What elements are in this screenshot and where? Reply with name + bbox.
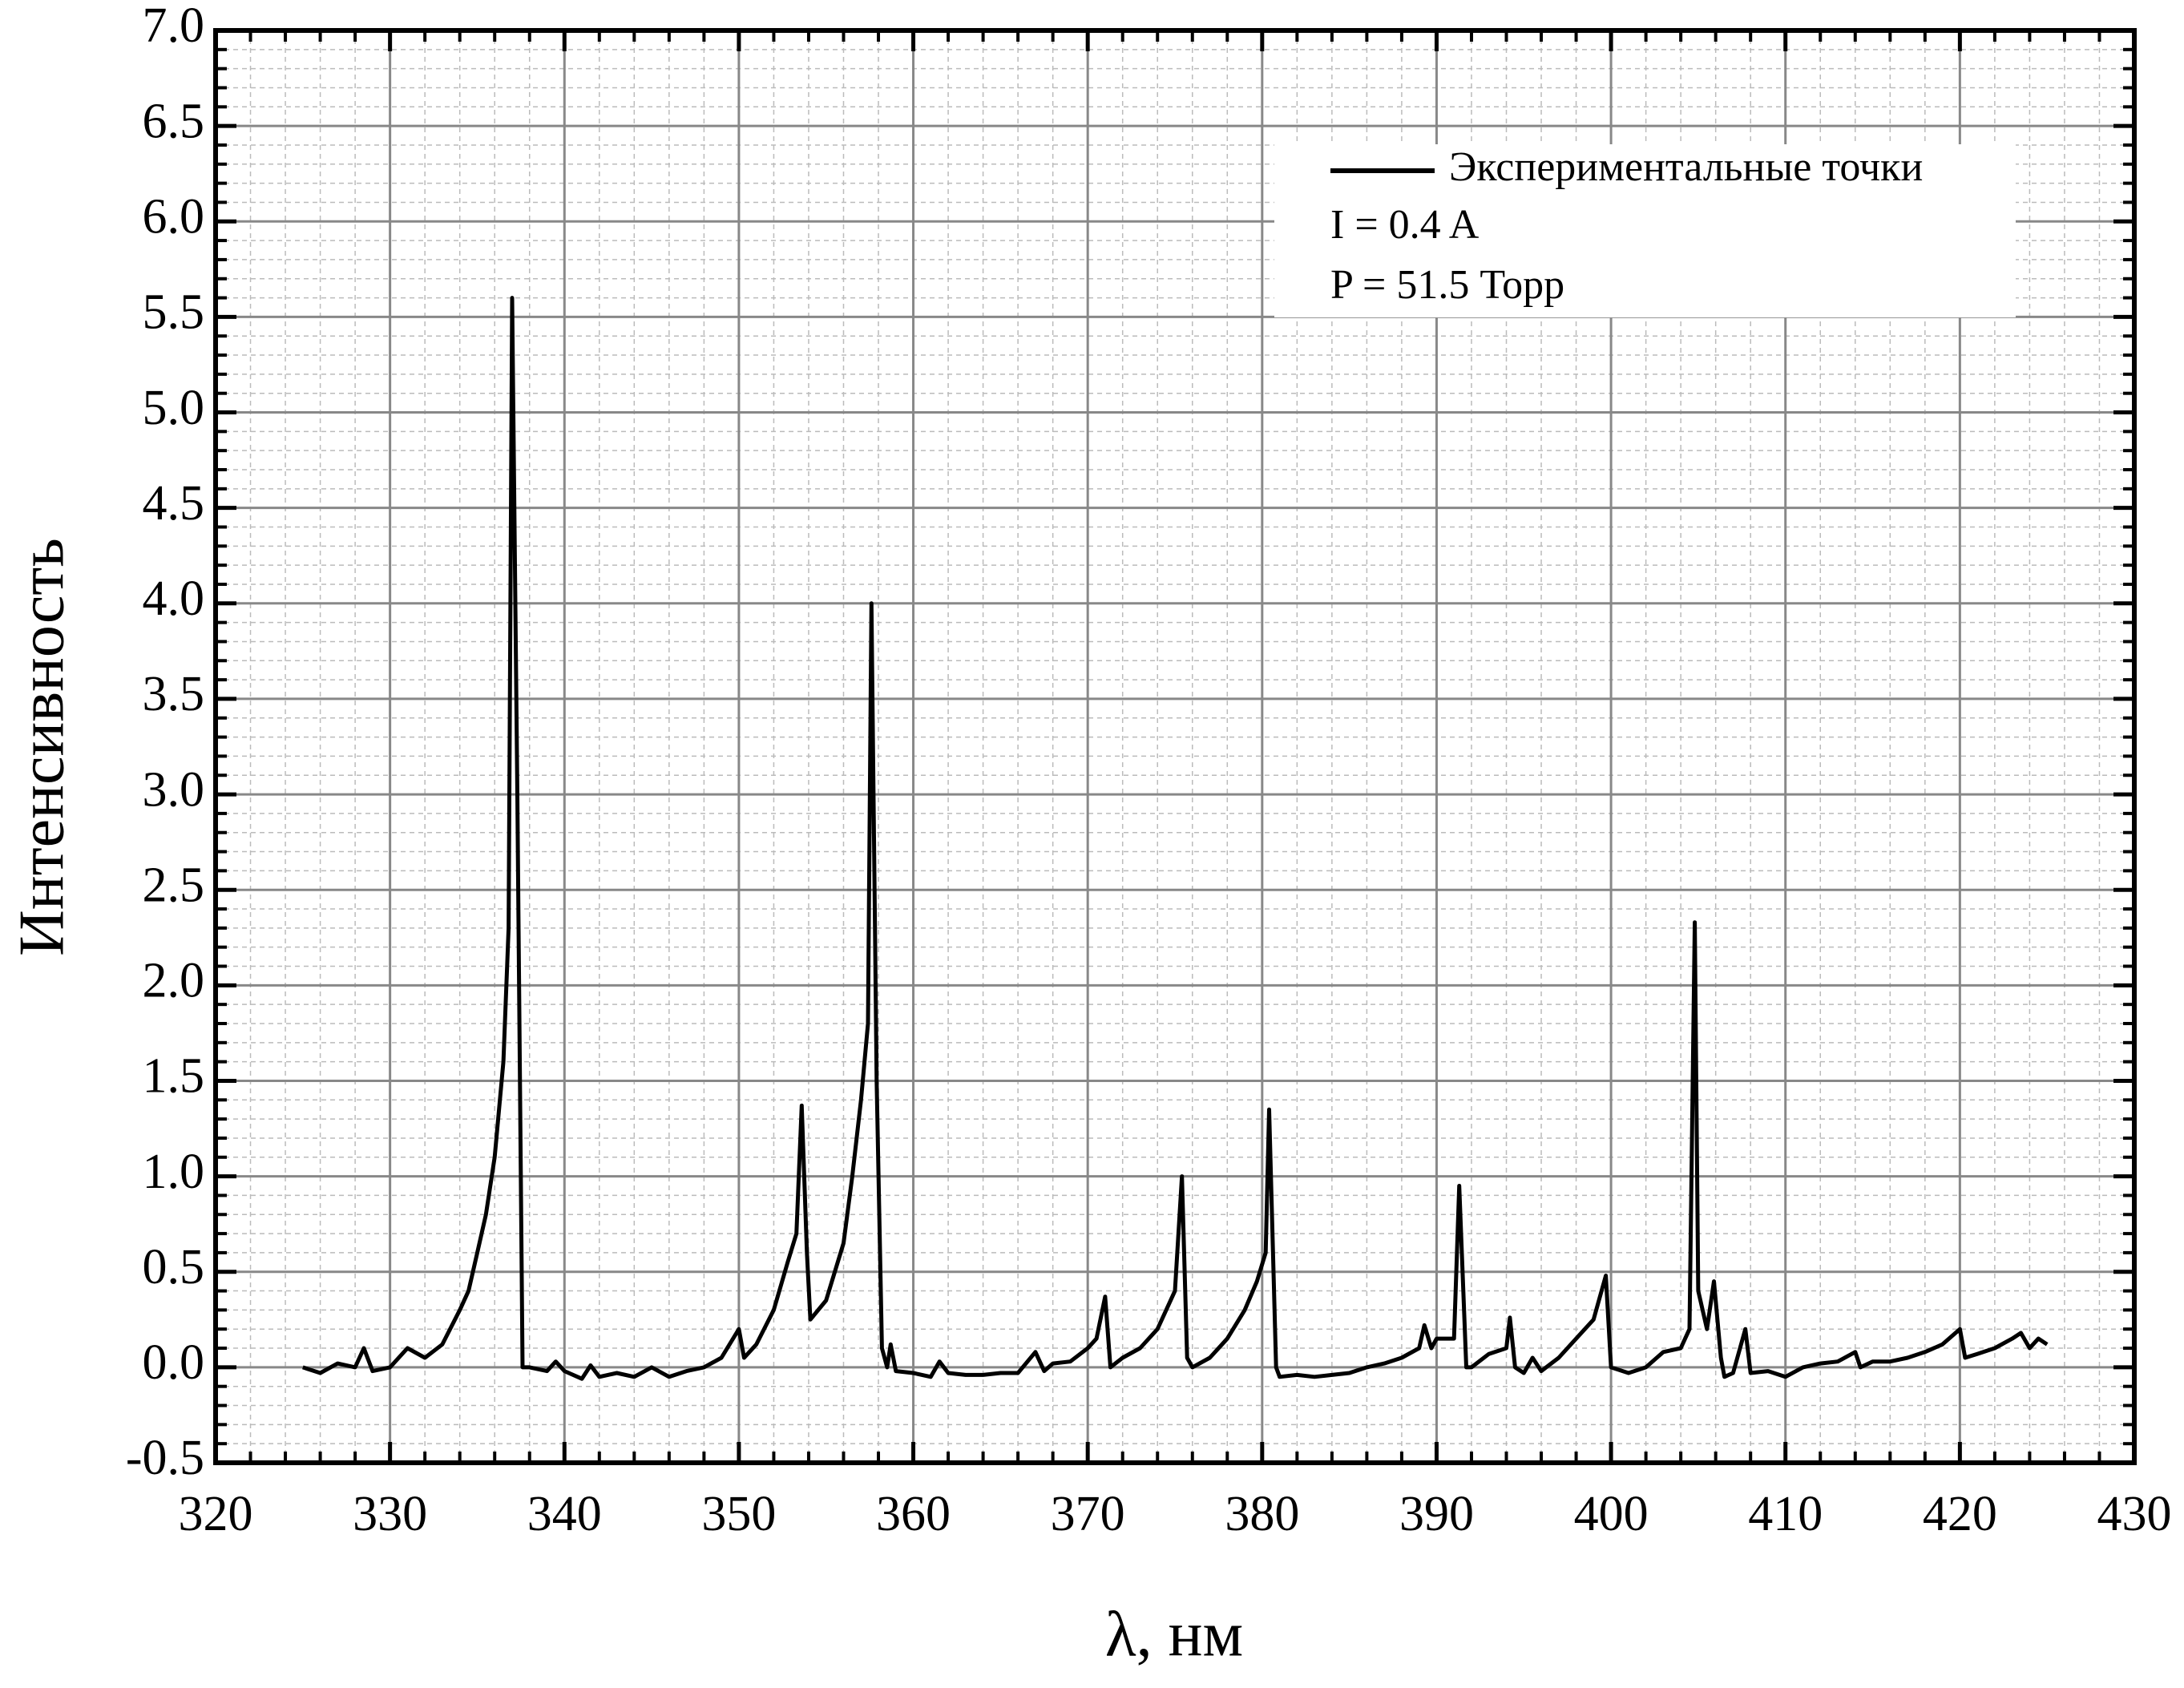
annotation: P = 51.5 Торр bbox=[1330, 262, 1564, 308]
y-tick-label: -0.5 bbox=[126, 1431, 204, 1485]
x-tick-label: 340 bbox=[527, 1487, 602, 1541]
x-tick-label: 370 bbox=[1051, 1487, 1125, 1541]
y-tick-label: 5.0 bbox=[143, 381, 205, 435]
x-tick-label: 320 bbox=[179, 1487, 253, 1541]
y-tick-label: 7.0 bbox=[143, 0, 205, 53]
x-tick-label: 380 bbox=[1225, 1487, 1299, 1541]
legend-label: Экспериментальные точки bbox=[1449, 144, 1923, 190]
x-axis-title: λ, нм bbox=[1105, 1599, 1243, 1670]
y-tick-label: 4.0 bbox=[143, 571, 205, 626]
plot-frame bbox=[213, 28, 2137, 1465]
annotation: I = 0.4 A bbox=[1330, 202, 1480, 248]
x-tick-label: 410 bbox=[1748, 1487, 1823, 1541]
x-tick-label: 360 bbox=[876, 1487, 951, 1541]
y-tick-label: 6.0 bbox=[143, 190, 205, 244]
y-axis-title: Интенсивность bbox=[6, 538, 77, 956]
y-tick-label: 0.5 bbox=[143, 1240, 205, 1294]
y-tick-label: 6.5 bbox=[143, 94, 205, 148]
x-tick-label: 400 bbox=[1574, 1487, 1649, 1541]
y-tick-label: 3.0 bbox=[143, 762, 205, 817]
y-tick-label: 1.5 bbox=[143, 1049, 205, 1104]
y-tick-label: 1.0 bbox=[143, 1145, 205, 1199]
data-line bbox=[302, 296, 2049, 1381]
y-tick-label: 2.5 bbox=[143, 858, 205, 912]
y-tick-label: 0.0 bbox=[143, 1335, 205, 1390]
x-tick-label: 350 bbox=[701, 1487, 776, 1541]
x-tick-label: 420 bbox=[1923, 1487, 1997, 1541]
x-tick-label: 390 bbox=[1399, 1487, 1474, 1541]
y-tick-label: 5.5 bbox=[143, 285, 205, 340]
y-tick-label: 4.5 bbox=[143, 476, 205, 531]
x-tick-label: 330 bbox=[353, 1487, 427, 1541]
legend: Экспериментальные точки I = 0.4 A P = 51.5… bbox=[1274, 144, 2016, 317]
y-tick-label: 3.5 bbox=[143, 667, 205, 721]
y-tick-label: 2.0 bbox=[143, 954, 205, 1008]
x-tick-label: 430 bbox=[2097, 1487, 2172, 1541]
